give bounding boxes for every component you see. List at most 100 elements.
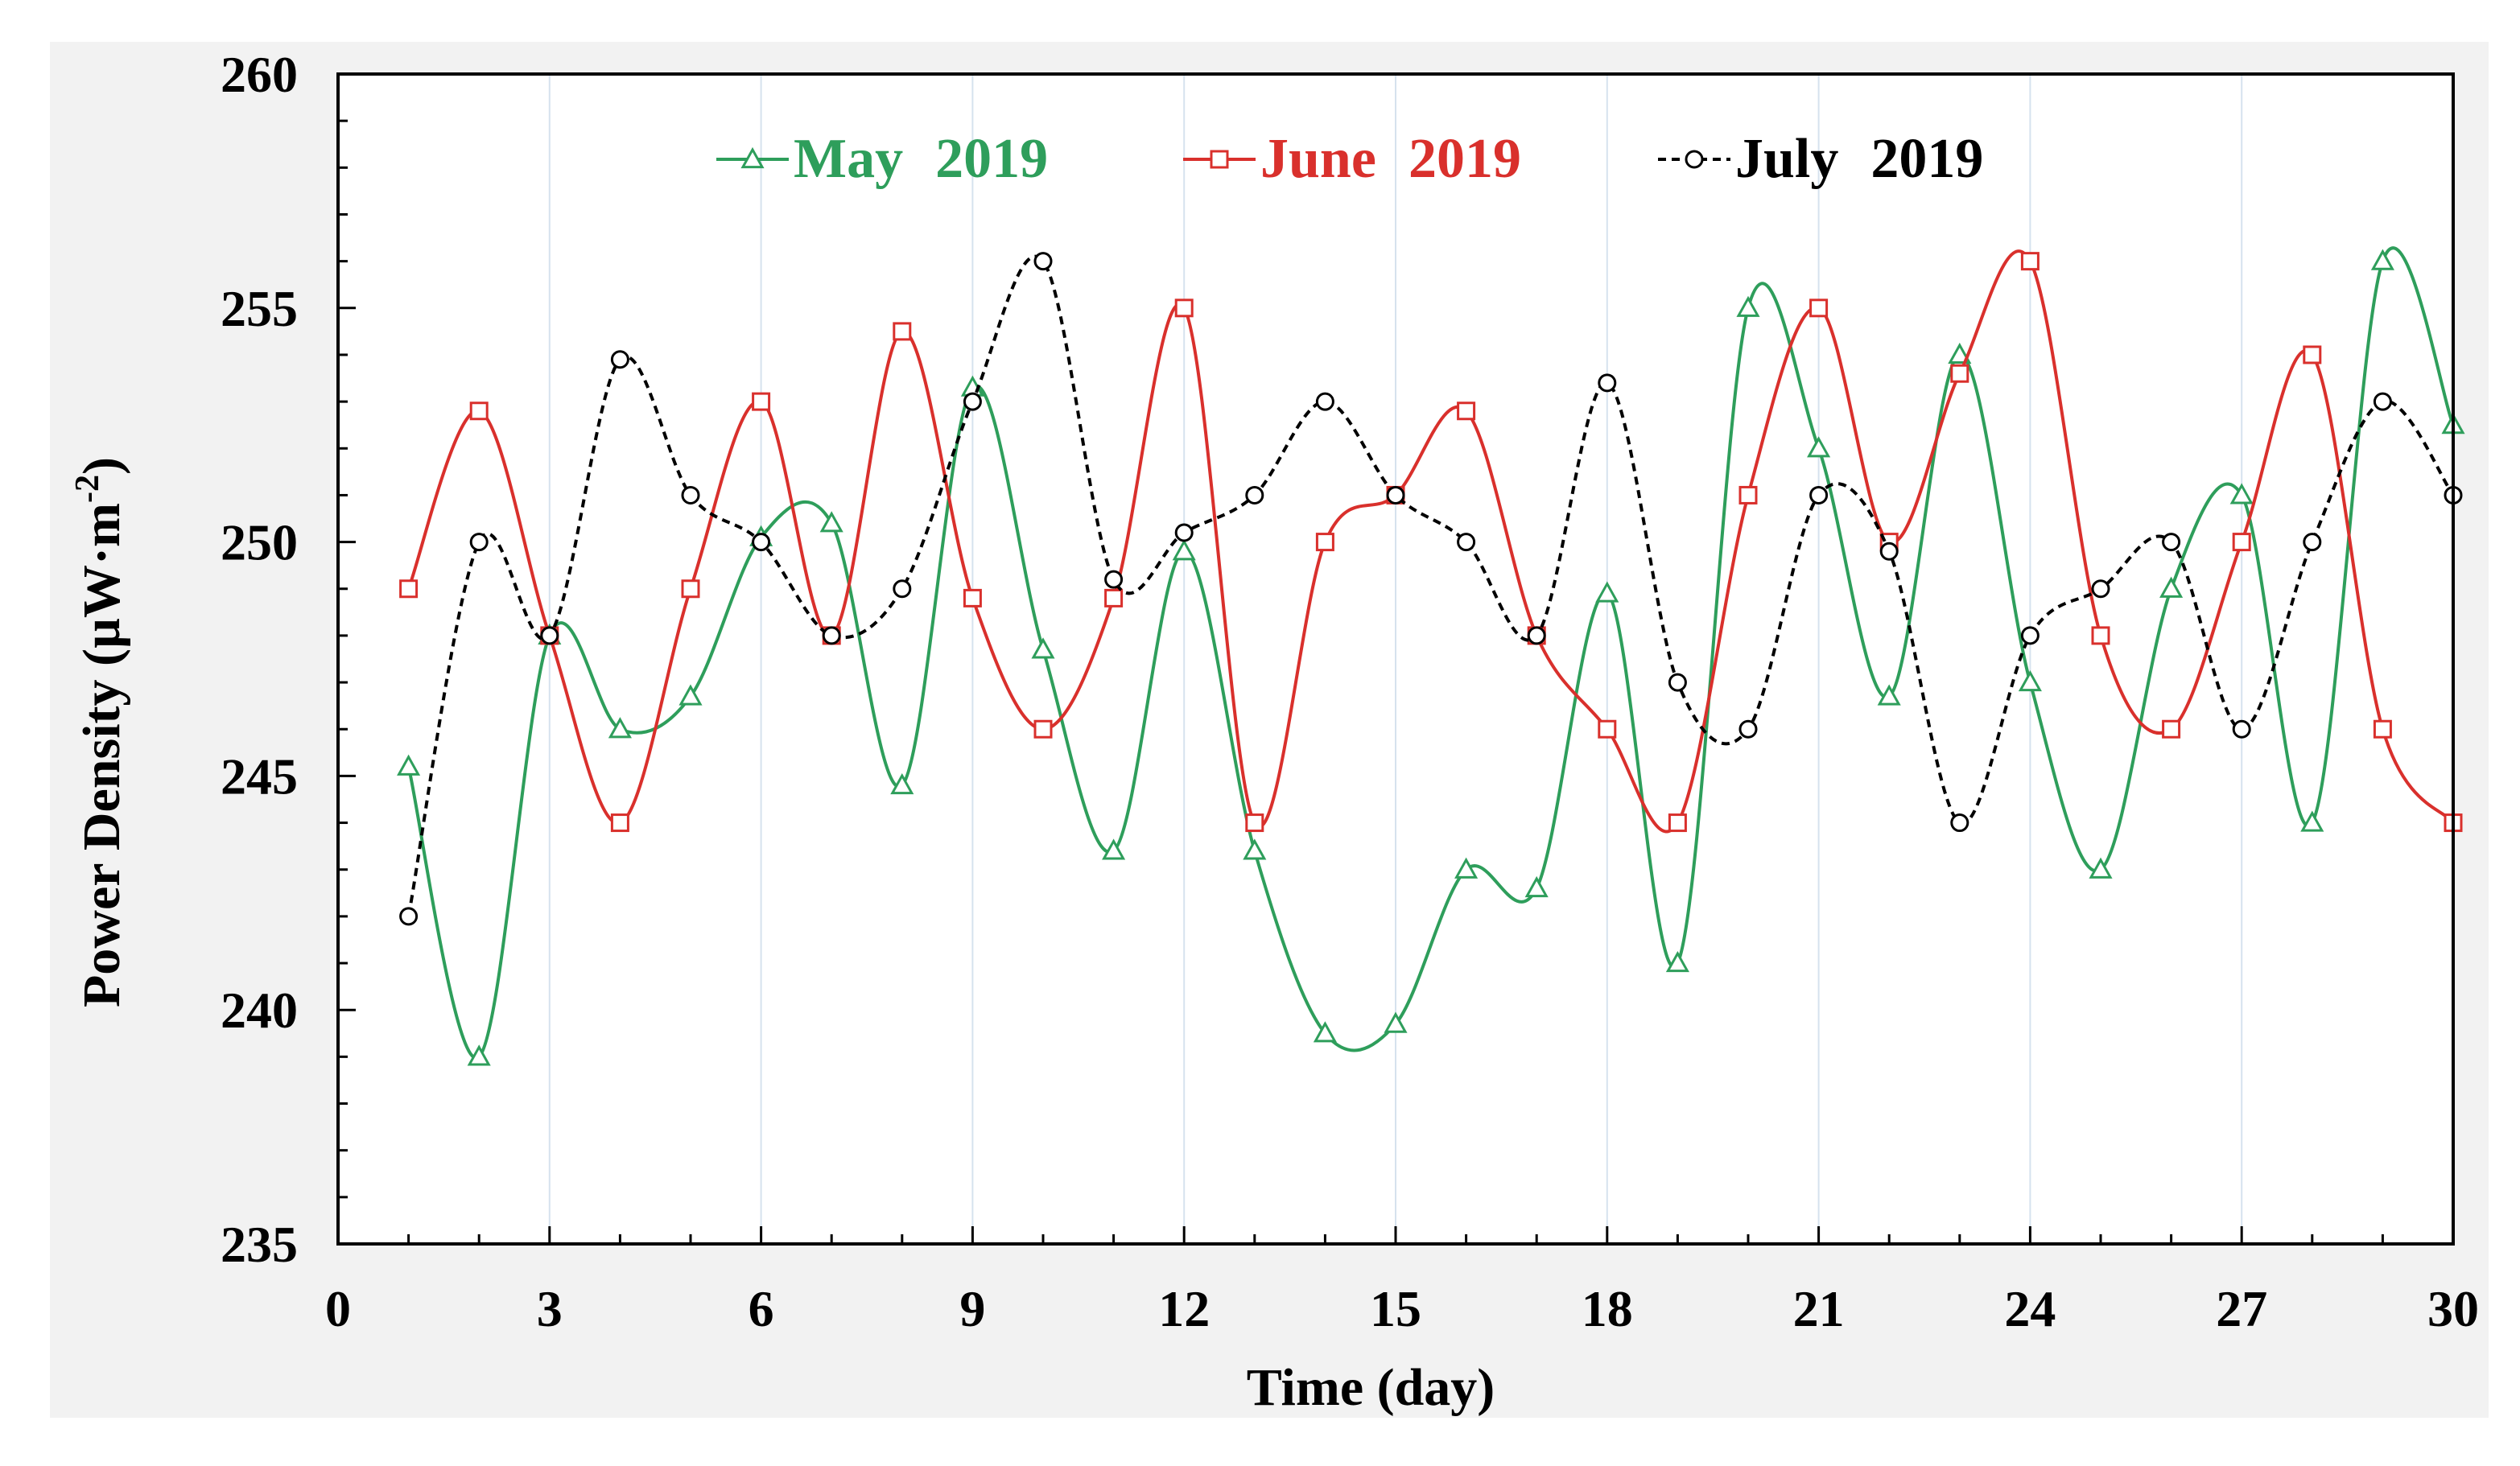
data-point-july-day-12 <box>1174 523 1194 542</box>
x-tick-label-12: 12 <box>1158 1280 1210 1337</box>
data-point-may-day-20 <box>1736 295 1760 317</box>
data-point-may-day-28 <box>2300 810 2324 832</box>
data-point-june-day-18 <box>1598 719 1617 739</box>
data-point-may-day-25 <box>2089 857 2113 879</box>
data-point-june-day-9 <box>963 588 982 607</box>
data-point-may-day-1 <box>397 754 421 776</box>
series-july <box>399 252 2463 926</box>
axis-ticks: 0 3 6 9 12 15 18 21 24 27 30 235 240 245 250 255 260 <box>221 46 2479 1337</box>
data-point-june-day-20 <box>1738 485 1758 504</box>
data-point-june-day-19 <box>1668 813 1687 833</box>
data-point-may-day-27 <box>2229 483 2254 504</box>
data-point-may-day-21 <box>1807 436 1831 458</box>
data-point-july-day-16 <box>1457 533 1476 552</box>
data-point-may-day-8 <box>890 772 914 795</box>
data-series <box>397 246 2465 1066</box>
data-point-june-day-21 <box>1809 299 1829 318</box>
data-point-may-day-5 <box>678 684 703 706</box>
data-point-june-day-14 <box>1315 533 1334 552</box>
data-point-july-day-29 <box>2373 392 2392 411</box>
data-point-july-day-6 <box>752 533 771 552</box>
legend-year-july: 2019 <box>1870 128 1983 190</box>
x-axis-title: Time (day) <box>1247 1358 1495 1417</box>
legend-marker-june <box>1210 150 1229 169</box>
data-point-may-day-26 <box>2159 576 2184 598</box>
y-tick-label-235: 235 <box>221 1216 298 1273</box>
legend-marker-july <box>1685 150 1704 169</box>
data-point-june-day-28 <box>2303 345 2322 364</box>
data-point-july-day-15 <box>1386 485 1405 504</box>
data-point-may-day-24 <box>2018 669 2042 692</box>
data-point-may-day-13 <box>1243 838 1267 860</box>
data-point-july-day-2 <box>469 533 489 552</box>
x-tick-label-27: 27 <box>2216 1280 2267 1337</box>
data-point-june-day-8 <box>893 322 912 341</box>
data-point-july-day-20 <box>1738 719 1758 739</box>
legend-month-may: May <box>794 128 903 190</box>
data-point-june-day-26 <box>2162 719 2181 739</box>
data-point-june-day-4 <box>610 813 629 833</box>
data-point-july-day-21 <box>1809 485 1829 504</box>
data-point-may-day-18 <box>1595 581 1619 603</box>
legend-label-may: May 2019 <box>794 128 1048 190</box>
x-tick-label-3: 3 <box>537 1280 563 1337</box>
data-point-july-day-4 <box>610 350 629 369</box>
legend-item-june: June 2019 <box>1183 128 1521 190</box>
data-point-june-day-2 <box>469 402 489 421</box>
data-point-june-day-24 <box>2020 252 2040 271</box>
data-point-july-day-19 <box>1668 673 1687 692</box>
data-point-may-day-16 <box>1454 857 1479 879</box>
data-point-june-day-16 <box>1457 402 1476 421</box>
y-axis-title-main: Power Density (µW·m <box>72 503 131 1007</box>
data-point-june-day-10 <box>1033 719 1053 739</box>
data-point-july-day-13 <box>1245 485 1264 504</box>
x-tick-label-18: 18 <box>1582 1280 1633 1337</box>
data-point-july-day-9 <box>963 392 982 411</box>
data-point-june-day-12 <box>1174 299 1194 318</box>
data-point-may-day-17 <box>1524 875 1549 898</box>
data-point-may-day-22 <box>1877 684 1901 706</box>
data-point-july-day-27 <box>2232 719 2251 739</box>
data-point-july-day-28 <box>2303 533 2322 552</box>
data-point-june-day-11 <box>1104 588 1124 607</box>
data-point-july-day-8 <box>893 579 912 599</box>
legend-month-july: July <box>1735 128 1838 190</box>
x-tick-label-21: 21 <box>1793 1280 1845 1337</box>
data-point-june-day-1 <box>399 579 419 599</box>
data-point-july-day-7 <box>822 626 841 645</box>
data-point-july-day-14 <box>1315 392 1334 411</box>
data-point-july-day-17 <box>1527 626 1546 645</box>
data-point-may-day-11 <box>1102 838 1126 860</box>
legend-month-june: June <box>1260 128 1376 190</box>
legend: May 2019 June 2019 July 2019 <box>716 128 1983 190</box>
data-point-june-day-5 <box>681 579 700 599</box>
legend-label-june: June 2019 <box>1260 128 1521 190</box>
x-tick-label-9: 9 <box>959 1280 985 1337</box>
legend-item-july: July 2019 <box>1658 128 1983 190</box>
data-point-may-day-23 <box>1948 342 1972 364</box>
legend-year-may: 2019 <box>935 128 1048 190</box>
data-point-july-day-11 <box>1104 570 1124 589</box>
data-point-june-day-27 <box>2232 533 2251 552</box>
data-point-july-day-23 <box>1950 813 1969 833</box>
y-axis-title: Power Density (µW·m-2) <box>69 457 131 1007</box>
data-point-may-day-12 <box>1172 539 1196 561</box>
series-line-may <box>406 246 2455 1060</box>
y-tick-label-255: 255 <box>221 280 298 337</box>
y-axis-title-superscript: -2 <box>69 475 106 503</box>
legend-item-may: May 2019 <box>716 128 1048 190</box>
data-point-july-day-26 <box>2162 533 2181 552</box>
x-tick-label-24: 24 <box>2004 1280 2056 1337</box>
data-point-july-day-1 <box>399 907 419 926</box>
data-point-may-day-7 <box>819 511 843 533</box>
y-tick-label-245: 245 <box>221 747 298 805</box>
x-tick-label-30: 30 <box>2427 1280 2479 1337</box>
data-point-june-day-29 <box>2373 719 2392 739</box>
data-point-july-day-24 <box>2020 626 2040 645</box>
data-point-may-day-14 <box>1313 1021 1337 1043</box>
data-point-july-day-5 <box>681 485 700 504</box>
data-point-june-day-6 <box>752 392 771 411</box>
data-point-july-day-25 <box>2091 579 2110 599</box>
x-tick-label-15: 15 <box>1370 1280 1421 1337</box>
